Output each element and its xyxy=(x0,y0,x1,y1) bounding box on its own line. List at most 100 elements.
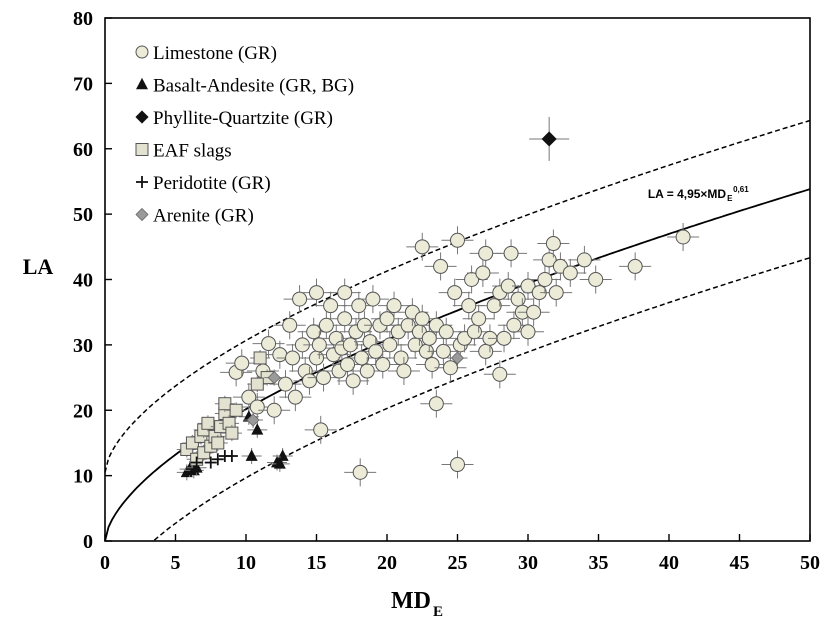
data-point xyxy=(204,456,217,469)
data-point xyxy=(379,311,395,327)
data-point xyxy=(316,370,332,386)
data-point xyxy=(368,343,384,359)
data-point xyxy=(246,413,260,427)
data-point xyxy=(311,337,327,353)
data-point xyxy=(249,399,265,415)
data-point xyxy=(562,265,578,281)
y-tick-label: 60 xyxy=(73,139,93,161)
data-point xyxy=(245,449,258,461)
data-point xyxy=(241,389,257,405)
data-point xyxy=(466,324,482,340)
data-point xyxy=(424,356,440,372)
legend-label: Peridotite (GR) xyxy=(153,173,271,194)
x-tick-label: 5 xyxy=(171,552,181,574)
data-point xyxy=(471,311,487,327)
data-point xyxy=(261,336,277,352)
x-axis-label-subscript: E xyxy=(433,604,443,620)
data-point xyxy=(250,377,264,391)
data-point xyxy=(309,350,324,366)
data-point xyxy=(475,265,491,281)
y-tick-label: 50 xyxy=(73,204,93,226)
data-point xyxy=(520,324,536,340)
x-tick-label: 10 xyxy=(236,552,256,574)
y-tick-label: 40 xyxy=(73,270,93,292)
x-tick-label: 30 xyxy=(518,552,538,574)
data-point xyxy=(287,389,303,405)
data-point xyxy=(340,356,356,372)
data-point xyxy=(382,337,398,353)
data-point xyxy=(225,450,238,463)
legend-marker xyxy=(135,143,149,156)
data-point xyxy=(510,291,526,307)
x-tick-label: 20 xyxy=(377,552,397,574)
data-point xyxy=(365,291,381,307)
data-point xyxy=(301,373,317,389)
data-point xyxy=(309,285,324,301)
x-tick-label: 25 xyxy=(448,552,468,574)
data-point xyxy=(447,285,463,301)
legend-label: Basalt-Andesite (GR, BG) xyxy=(153,76,354,97)
data-point xyxy=(421,330,437,346)
data-point xyxy=(588,272,604,287)
data-point xyxy=(337,311,353,327)
data-point xyxy=(306,324,322,340)
data-point xyxy=(337,285,353,301)
y-axis-label: LA xyxy=(23,254,54,279)
data-point xyxy=(234,355,250,371)
bound-curve-dashed xyxy=(153,257,811,541)
data-point xyxy=(273,457,286,469)
legend-marker xyxy=(135,45,149,59)
data-point xyxy=(548,285,564,301)
data-point xyxy=(478,343,494,359)
legend-label: EAF slags xyxy=(153,141,232,162)
data-point xyxy=(218,397,232,411)
x-tick-label: 15 xyxy=(307,552,327,574)
data-point xyxy=(461,298,477,314)
data-point xyxy=(345,373,361,389)
data-point xyxy=(267,370,281,385)
legend-label: Arenite (GR) xyxy=(153,206,254,227)
points-layer xyxy=(176,116,700,487)
data-point xyxy=(433,258,449,274)
data-point xyxy=(506,317,522,333)
x-axis-ticks: 0 5 10 15 20 25 30 35 40 45 50 xyxy=(100,534,820,574)
data-point xyxy=(352,464,368,480)
y-tick-label: 10 xyxy=(73,466,93,488)
data-point xyxy=(354,350,370,366)
data-point xyxy=(211,453,224,466)
legend-marker xyxy=(135,110,149,124)
data-point xyxy=(450,457,465,473)
data-point xyxy=(526,304,542,320)
data-point xyxy=(253,351,267,365)
x-tick-label: 40 xyxy=(659,552,679,574)
data-point xyxy=(438,324,454,340)
legend-marker xyxy=(135,207,149,222)
data-point xyxy=(251,423,264,435)
x-axis-label: MD xyxy=(391,588,431,614)
y-axis-ticks: 0 10 20 30 40 50 60 70 80 xyxy=(73,8,112,553)
data-point xyxy=(266,402,282,418)
data-point xyxy=(272,347,288,363)
data-point xyxy=(277,376,293,392)
equation-subscript: E xyxy=(727,194,733,203)
data-point xyxy=(375,356,391,372)
data-point xyxy=(478,245,494,261)
data-point xyxy=(496,330,512,346)
legend: Limestone (GR) Basalt-Andesite (GR, BG) Ph… xyxy=(135,43,354,227)
data-point xyxy=(428,396,444,412)
data-point xyxy=(414,311,430,327)
data-point xyxy=(541,131,557,147)
legend-label: Limestone (GR) xyxy=(153,43,277,64)
data-point xyxy=(292,291,308,307)
y-tick-label: 20 xyxy=(73,400,93,422)
data-point xyxy=(396,363,412,379)
equation-label: LA = 4,95×MD xyxy=(648,187,727,201)
data-point xyxy=(225,426,239,440)
data-point xyxy=(229,403,243,417)
equation-superscript: 0,61 xyxy=(733,185,749,194)
data-point xyxy=(342,337,358,353)
data-point xyxy=(442,360,458,376)
data-point xyxy=(313,422,329,438)
data-point xyxy=(486,298,502,314)
